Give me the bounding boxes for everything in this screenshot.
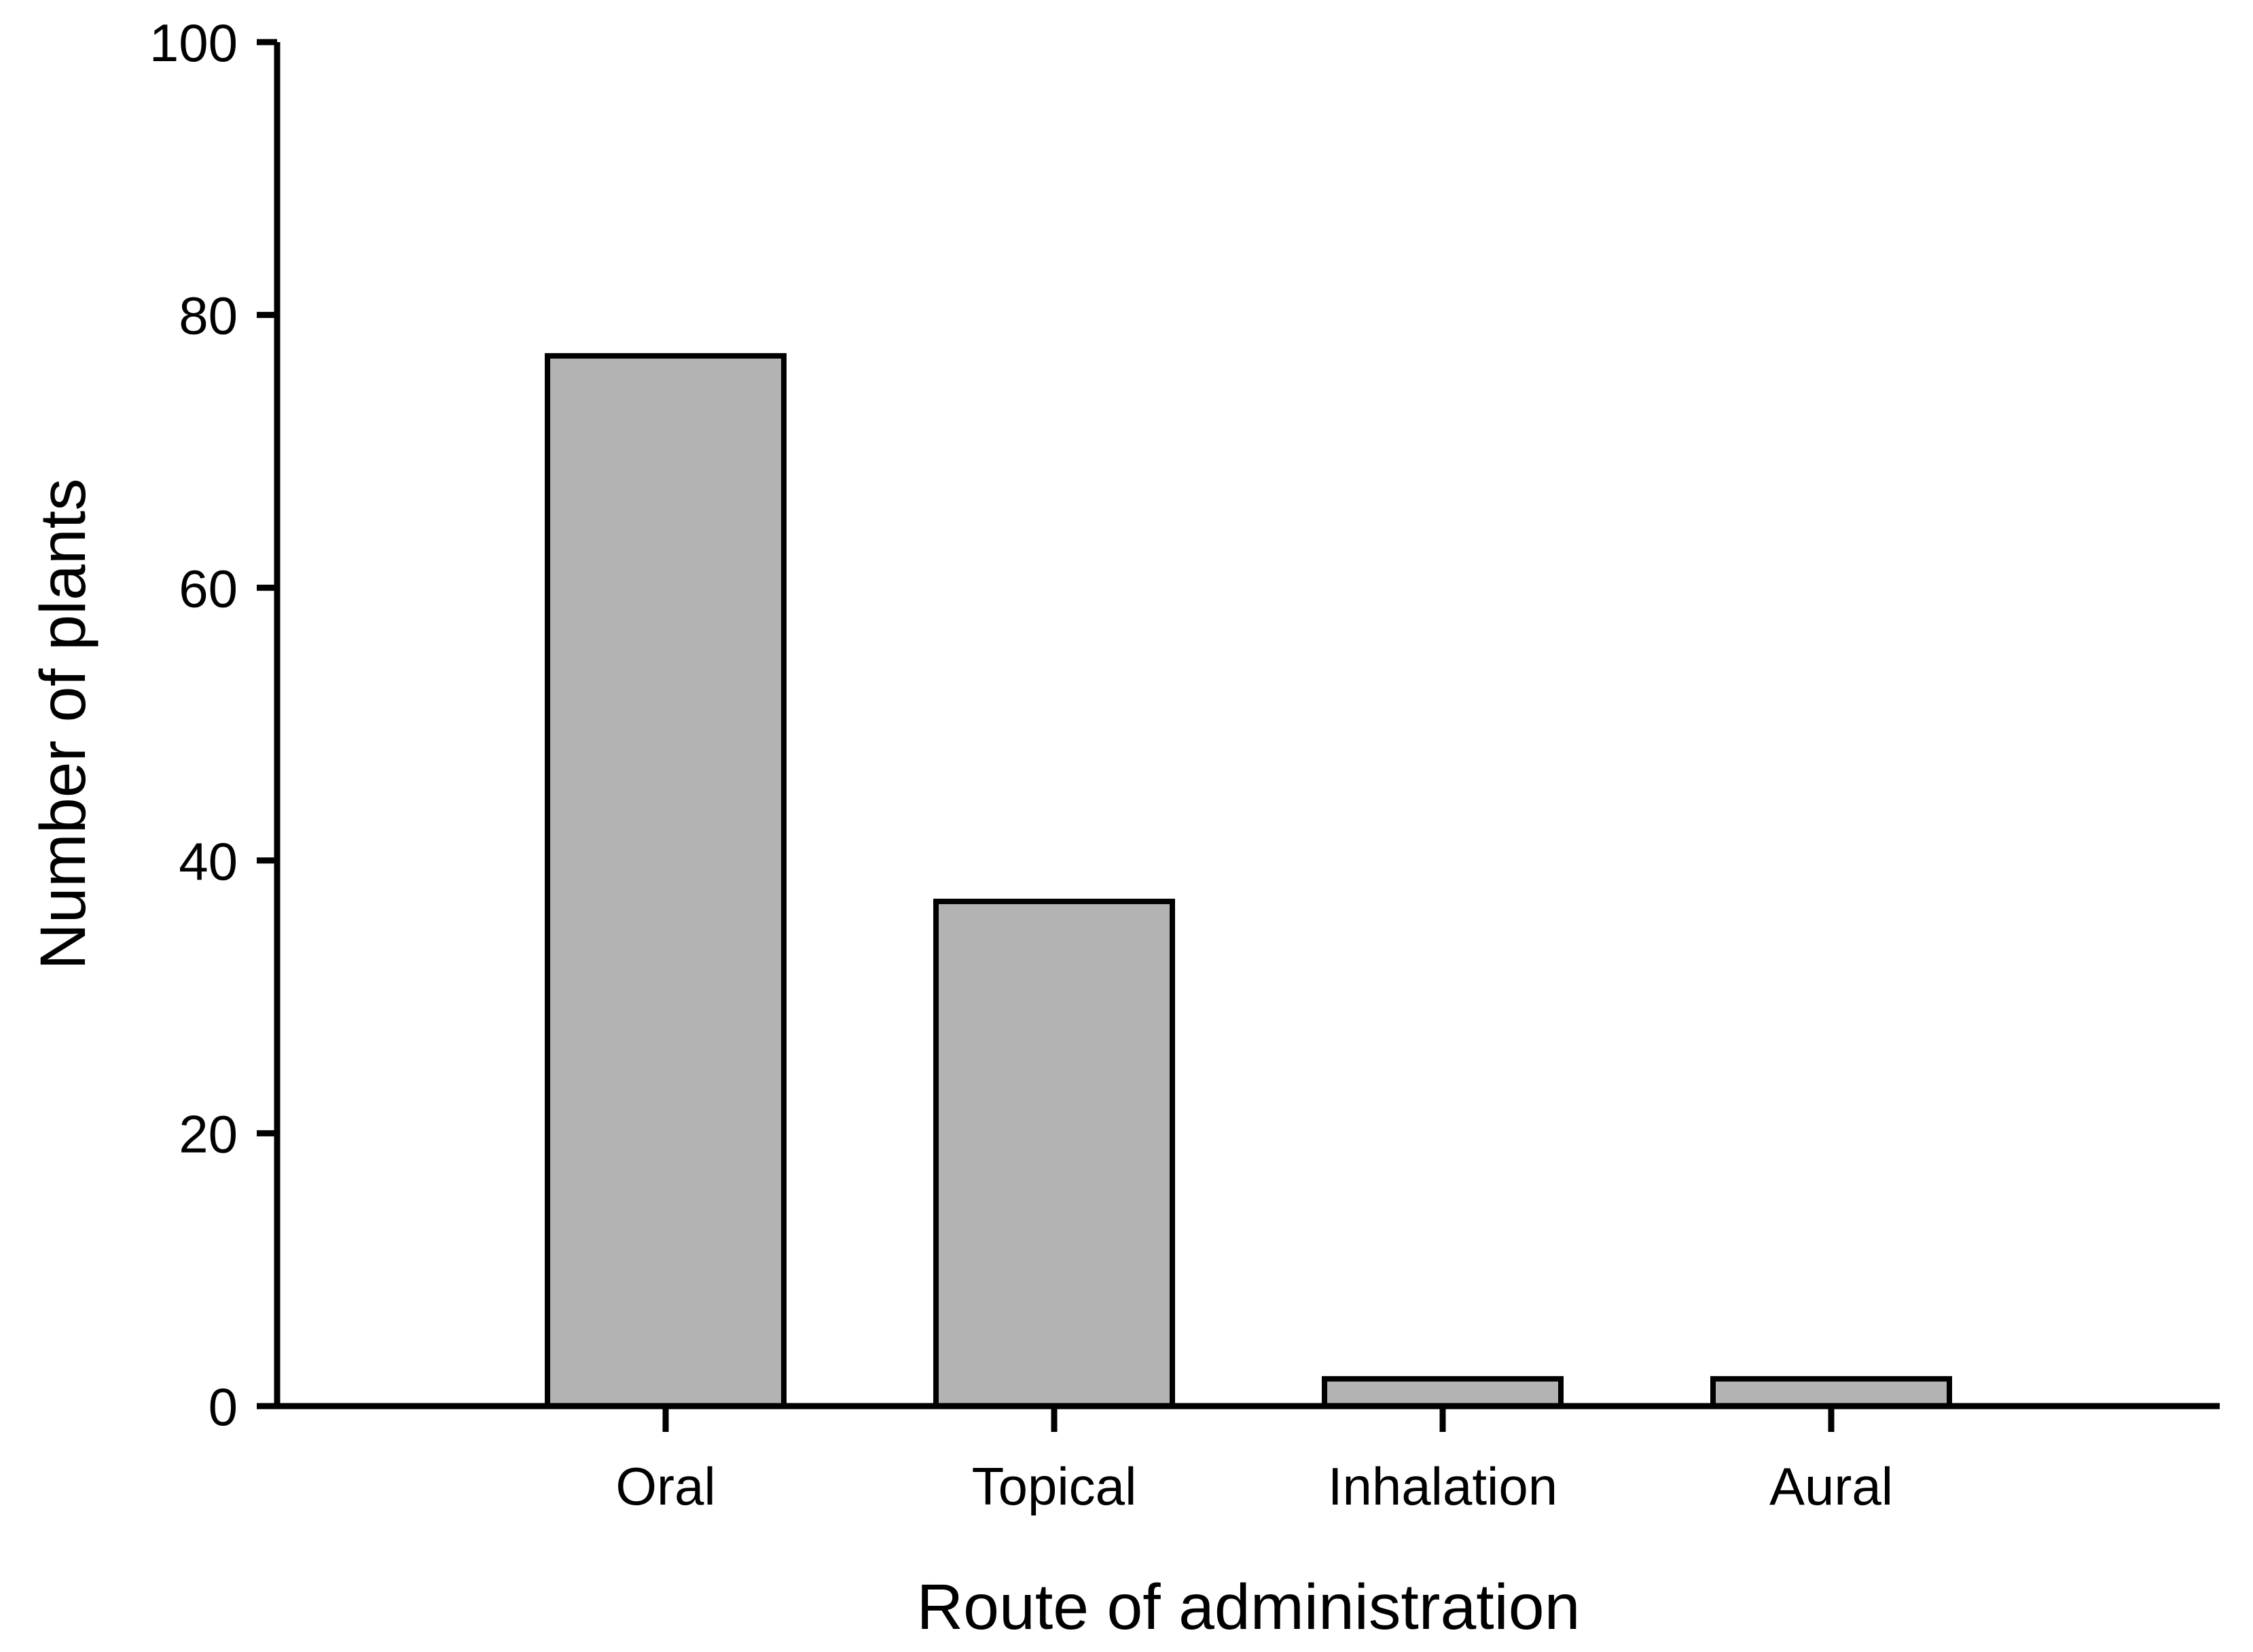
y-tick-label: 100 [149,13,238,73]
bar-inhalation [1322,1376,1564,1409]
x-category-label: Topical [972,1456,1137,1516]
x-category-label: Aural [1769,1456,1893,1516]
y-axis-title: Number of plants [27,478,99,969]
y-tick-label: 80 [179,286,238,346]
axes-layer [257,39,2220,1432]
x-category-label: Inhalation [1328,1456,1557,1516]
tick-labels-layer: Oral Topical Inhalation Aural 0 20 40 60 80 100 [149,13,1893,1516]
y-tick-label: 60 [179,558,238,618]
y-tick-label: 20 [179,1104,238,1164]
x-axis-title: Route of administration [917,1571,1581,1643]
y-tick-label: 40 [179,831,238,891]
bar-topical [933,899,1175,1409]
x-category-label: Oral [615,1456,715,1516]
bars-layer [545,353,1952,1409]
bar-oral [545,353,787,1409]
bar-aural [1710,1376,1952,1409]
y-tick-label: 0 [209,1377,238,1437]
